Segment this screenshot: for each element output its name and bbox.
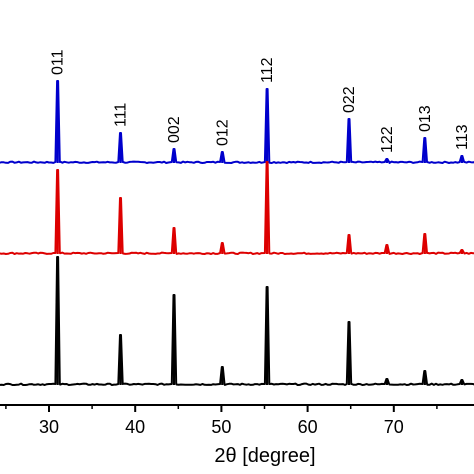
peak-label-layer: 011 111 002 012 112 022 122 013 113 [50, 49, 471, 153]
x-tick-label: 40 [125, 417, 145, 437]
xrd-pattern-line-2 [0, 161, 474, 255]
peak-label: 002 [166, 116, 183, 143]
peak-label: 011 [50, 49, 67, 75]
peak-label: 111 [113, 103, 130, 127]
x-tick-label: 70 [384, 417, 404, 437]
x-tick-label: 30 [39, 417, 59, 437]
peak-label: 112 [259, 57, 276, 83]
xrd-pattern-line-1 [0, 80, 474, 164]
x-tick-label: 60 [298, 417, 318, 437]
x-tick-layer: 30405060708 [5, 405, 438, 437]
xrd-pattern-line-3 [0, 256, 474, 386]
peak-label: 013 [417, 105, 434, 132]
peak-label: 012 [214, 119, 231, 146]
x-tick-label: 50 [211, 417, 231, 437]
peak-label: 022 [341, 86, 358, 113]
series-layer [0, 80, 474, 386]
x-axis-title: 2θ [degree] [214, 445, 315, 467]
peak-label: 122 [379, 126, 396, 153]
peak-label: 113 [454, 124, 471, 150]
